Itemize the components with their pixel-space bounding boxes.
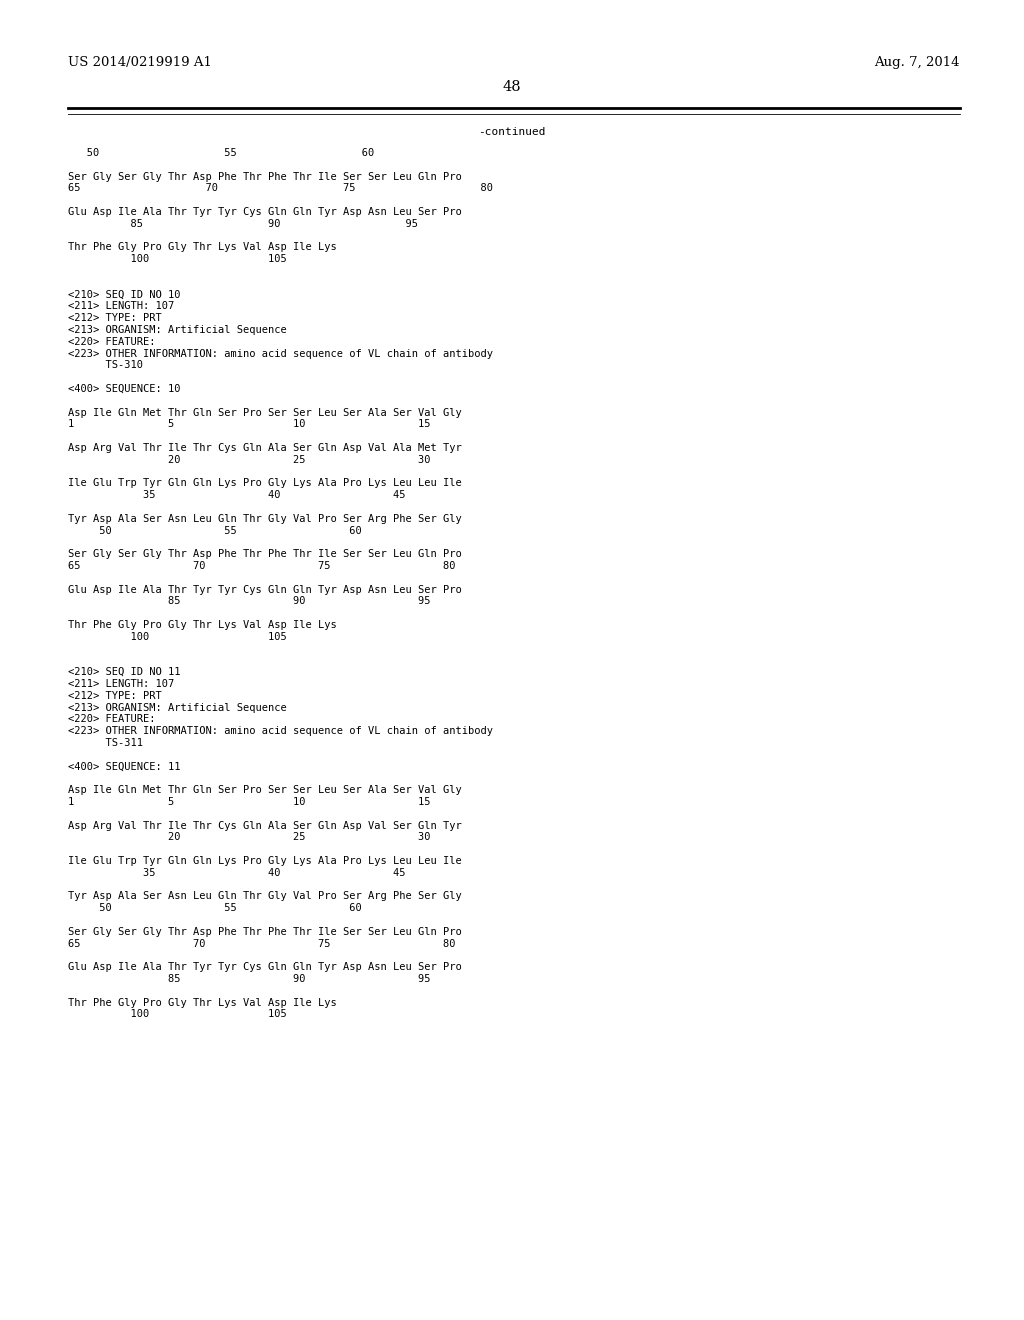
- Text: <213> ORGANISM: Artificial Sequence: <213> ORGANISM: Artificial Sequence: [68, 325, 287, 335]
- Text: 20                  25                  30: 20 25 30: [68, 455, 430, 465]
- Text: <213> ORGANISM: Artificial Sequence: <213> ORGANISM: Artificial Sequence: [68, 702, 287, 713]
- Text: 1               5                   10                  15: 1 5 10 15: [68, 797, 430, 807]
- Text: Tyr Asp Ala Ser Asn Leu Gln Thr Gly Val Pro Ser Arg Phe Ser Gly: Tyr Asp Ala Ser Asn Leu Gln Thr Gly Val …: [68, 891, 462, 902]
- Text: 35                  40                  45: 35 40 45: [68, 867, 406, 878]
- Text: 65                  70                  75                  80: 65 70 75 80: [68, 561, 456, 572]
- Text: Glu Asp Ile Ala Thr Tyr Tyr Cys Gln Gln Tyr Asp Asn Leu Ser Pro: Glu Asp Ile Ala Thr Tyr Tyr Cys Gln Gln …: [68, 207, 462, 216]
- Text: 100                   105: 100 105: [68, 1010, 287, 1019]
- Text: Ile Glu Trp Tyr Gln Gln Lys Pro Gly Lys Ala Pro Lys Leu Leu Ile: Ile Glu Trp Tyr Gln Gln Lys Pro Gly Lys …: [68, 855, 462, 866]
- Text: Asp Ile Gln Met Thr Gln Ser Pro Ser Ser Leu Ser Ala Ser Val Gly: Asp Ile Gln Met Thr Gln Ser Pro Ser Ser …: [68, 408, 462, 417]
- Text: 50                  55                  60: 50 55 60: [68, 903, 361, 913]
- Text: 65                  70                  75                  80: 65 70 75 80: [68, 939, 456, 949]
- Text: Ser Gly Ser Gly Thr Asp Phe Thr Phe Thr Ile Ser Ser Leu Gln Pro: Ser Gly Ser Gly Thr Asp Phe Thr Phe Thr …: [68, 549, 462, 560]
- Text: Thr Phe Gly Pro Gly Thr Lys Val Asp Ile Lys: Thr Phe Gly Pro Gly Thr Lys Val Asp Ile …: [68, 243, 337, 252]
- Text: Glu Asp Ile Ala Thr Tyr Tyr Cys Gln Gln Tyr Asp Asn Leu Ser Pro: Glu Asp Ile Ala Thr Tyr Tyr Cys Gln Gln …: [68, 962, 462, 973]
- Text: 35                  40                  45: 35 40 45: [68, 490, 406, 500]
- Text: Thr Phe Gly Pro Gly Thr Lys Val Asp Ile Lys: Thr Phe Gly Pro Gly Thr Lys Val Asp Ile …: [68, 620, 337, 630]
- Text: <211> LENGTH: 107: <211> LENGTH: 107: [68, 301, 174, 312]
- Text: 65                    70                    75                    80: 65 70 75 80: [68, 183, 493, 194]
- Text: <400> SEQUENCE: 11: <400> SEQUENCE: 11: [68, 762, 180, 772]
- Text: Ile Glu Trp Tyr Gln Gln Lys Pro Gly Lys Ala Pro Lys Leu Leu Ile: Ile Glu Trp Tyr Gln Gln Lys Pro Gly Lys …: [68, 478, 462, 488]
- Text: <223> OTHER INFORMATION: amino acid sequence of VL chain of antibody: <223> OTHER INFORMATION: amino acid sequ…: [68, 726, 493, 737]
- Text: <212> TYPE: PRT: <212> TYPE: PRT: [68, 313, 162, 323]
- Text: 1               5                   10                  15: 1 5 10 15: [68, 420, 430, 429]
- Text: Asp Arg Val Thr Ile Thr Cys Gln Ala Ser Gln Asp Val Ser Gln Tyr: Asp Arg Val Thr Ile Thr Cys Gln Ala Ser …: [68, 821, 462, 830]
- Text: 100                   105: 100 105: [68, 632, 287, 642]
- Text: Glu Asp Ile Ala Thr Tyr Tyr Cys Gln Gln Tyr Asp Asn Leu Ser Pro: Glu Asp Ile Ala Thr Tyr Tyr Cys Gln Gln …: [68, 585, 462, 594]
- Text: <210> SEQ ID NO 11: <210> SEQ ID NO 11: [68, 667, 180, 677]
- Text: Ser Gly Ser Gly Thr Asp Phe Thr Phe Thr Ile Ser Ser Leu Gln Pro: Ser Gly Ser Gly Thr Asp Phe Thr Phe Thr …: [68, 927, 462, 937]
- Text: 48: 48: [503, 81, 521, 94]
- Text: Ser Gly Ser Gly Thr Asp Phe Thr Phe Thr Ile Ser Ser Leu Gln Pro: Ser Gly Ser Gly Thr Asp Phe Thr Phe Thr …: [68, 172, 462, 182]
- Text: <223> OTHER INFORMATION: amino acid sequence of VL chain of antibody: <223> OTHER INFORMATION: amino acid sequ…: [68, 348, 493, 359]
- Text: TS-311: TS-311: [68, 738, 143, 748]
- Text: 85                    90                    95: 85 90 95: [68, 219, 418, 228]
- Text: <220> FEATURE:: <220> FEATURE:: [68, 714, 156, 725]
- Text: <212> TYPE: PRT: <212> TYPE: PRT: [68, 690, 162, 701]
- Text: 20                  25                  30: 20 25 30: [68, 833, 430, 842]
- Text: <220> FEATURE:: <220> FEATURE:: [68, 337, 156, 347]
- Text: <210> SEQ ID NO 10: <210> SEQ ID NO 10: [68, 289, 180, 300]
- Text: Asp Arg Val Thr Ile Thr Cys Gln Ala Ser Gln Asp Val Ala Met Tyr: Asp Arg Val Thr Ile Thr Cys Gln Ala Ser …: [68, 444, 462, 453]
- Text: US 2014/0219919 A1: US 2014/0219919 A1: [68, 55, 212, 69]
- Text: Tyr Asp Ala Ser Asn Leu Gln Thr Gly Val Pro Ser Arg Phe Ser Gly: Tyr Asp Ala Ser Asn Leu Gln Thr Gly Val …: [68, 513, 462, 524]
- Text: Asp Ile Gln Met Thr Gln Ser Pro Ser Ser Leu Ser Ala Ser Val Gly: Asp Ile Gln Met Thr Gln Ser Pro Ser Ser …: [68, 785, 462, 795]
- Text: Aug. 7, 2014: Aug. 7, 2014: [874, 55, 961, 69]
- Text: Thr Phe Gly Pro Gly Thr Lys Val Asp Ile Lys: Thr Phe Gly Pro Gly Thr Lys Val Asp Ile …: [68, 998, 337, 1007]
- Text: 100                   105: 100 105: [68, 255, 287, 264]
- Text: -continued: -continued: [478, 127, 546, 137]
- Text: 50                  55                  60: 50 55 60: [68, 525, 361, 536]
- Text: 85                  90                  95: 85 90 95: [68, 974, 430, 983]
- Text: 85                  90                  95: 85 90 95: [68, 597, 430, 606]
- Text: <211> LENGTH: 107: <211> LENGTH: 107: [68, 678, 174, 689]
- Text: 50                    55                    60: 50 55 60: [68, 148, 374, 158]
- Text: TS-310: TS-310: [68, 360, 143, 371]
- Text: <400> SEQUENCE: 10: <400> SEQUENCE: 10: [68, 384, 180, 393]
